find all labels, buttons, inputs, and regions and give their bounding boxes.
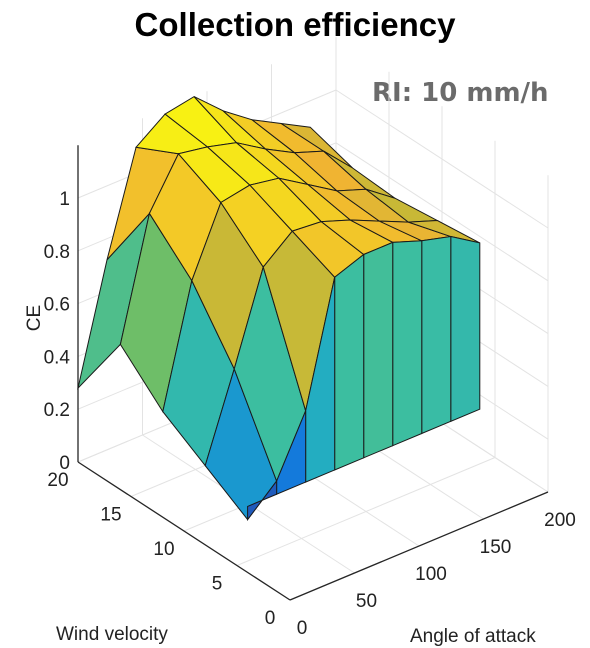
surface-patch [450,235,481,423]
z-tick-label: 0 [59,453,70,474]
grid-line [335,142,549,282]
chart-subtitle: RI: 10 mm/h [372,78,549,108]
z-tick-label: 0.2 [44,400,70,421]
z-axis-label: CE [24,305,45,331]
y-tick-label: 10 [153,539,174,560]
y-tick-label: 0 [265,608,276,629]
z-tick-label: 0.6 [44,295,70,316]
x-tick-label: 100 [415,564,447,585]
x-tick-label: 150 [480,537,512,558]
surface-mesh [77,95,481,522]
surface-patch [247,479,278,522]
surface-patch [363,241,394,459]
y-axis-label: Wind velocity [56,624,168,645]
y-axis-line [77,461,291,601]
z-tick-label: 0.8 [44,242,70,263]
grid-line [335,89,549,229]
y-tick-label: 20 [47,470,68,491]
y-tick-label: 5 [212,574,223,595]
x-tick-label: 50 [356,591,377,612]
grid-line [236,457,496,566]
surface-patch [392,240,423,447]
x-axis-line [289,491,549,601]
chart-title: Collection efficiency [134,6,456,43]
x-tick-label: 0 [297,618,308,639]
y-tick-label: 15 [100,505,121,526]
surface-patch [421,235,452,435]
x-axis-label: Angle of attack [410,626,536,647]
z-tick-label: 1 [59,189,70,210]
surface-patch [334,253,365,471]
x-tick-label: 200 [544,510,576,531]
z-tick-label: 0.4 [44,347,71,368]
